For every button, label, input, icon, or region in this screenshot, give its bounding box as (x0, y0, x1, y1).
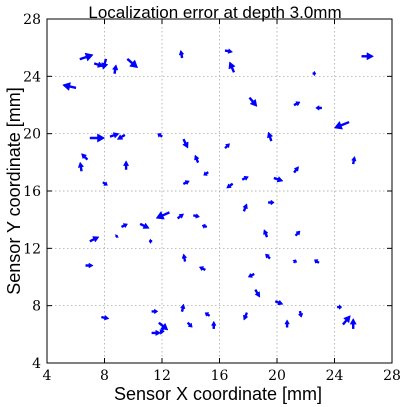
error-vector-arrow (263, 229, 269, 238)
error-vector-arrow (293, 166, 299, 174)
error-vector-arrow (201, 223, 208, 229)
error-vector-arrow (226, 182, 234, 189)
error-vector-arrow (242, 203, 248, 212)
error-vector-arrow (114, 234, 119, 239)
error-vector-arrow (93, 61, 104, 68)
error-vector-arrow (254, 289, 261, 298)
error-vector-arrow (182, 180, 190, 185)
error-vector-arrow (361, 52, 374, 61)
error-vector-arrow (274, 300, 284, 306)
error-vector-arrow (298, 310, 304, 318)
error-vector-arrow (85, 262, 94, 269)
error-vector-arrow (156, 211, 170, 220)
x-axis-label: Sensor X coordinate [mm] (114, 384, 322, 404)
axis-ticks (46, 18, 393, 364)
error-vector-arrow (314, 259, 320, 264)
error-vector-arrow (179, 50, 184, 59)
error-vector-arrow (109, 132, 120, 139)
error-vector-arrow (243, 312, 248, 321)
x-tick-label: 20 (268, 368, 286, 384)
error-vector-arrow (159, 326, 165, 335)
error-vector-arrow (79, 52, 94, 62)
error-vector-arrow (157, 133, 163, 138)
error-vector-arrow (334, 121, 350, 130)
error-vector-arrow (177, 213, 184, 220)
y-tick-label: 12 (23, 241, 41, 257)
error-vector-arrow (112, 64, 119, 74)
error-vector-arrow (101, 315, 110, 321)
error-vector-arrow (194, 154, 200, 163)
gridlines (47, 19, 392, 363)
y-tick-label: 16 (23, 184, 41, 200)
error-vector-arrow (268, 200, 275, 205)
error-vector-arrow (265, 253, 271, 260)
y-tick-label: 20 (23, 127, 41, 143)
error-vector-arrow (199, 266, 206, 271)
x-tick-labels: 4 8 12 16 20 24 28 (43, 368, 401, 384)
x-tick-label: 16 (211, 368, 229, 384)
error-vector-arrow (203, 171, 209, 176)
x-tick-label: 4 (43, 368, 52, 384)
error-vector-arrow (267, 131, 273, 142)
x-tick-label: 12 (153, 368, 171, 384)
error-vector-arrow (89, 133, 105, 143)
error-vector-arrow (294, 230, 301, 237)
error-vector-arrow (193, 213, 200, 219)
y-tick-label: 24 (23, 69, 41, 85)
error-vector-arrow (126, 58, 138, 68)
y-tick-labels: 4 8 12 16 20 24 28 (23, 12, 41, 372)
error-vector-arrow (204, 312, 211, 317)
error-vector-arrow (182, 138, 189, 149)
y-tick-label: 8 (32, 299, 41, 315)
error-vector-arrow (211, 321, 217, 329)
x-tick-label: 8 (100, 368, 109, 384)
y-tick-label: 4 (32, 356, 41, 372)
vector-field (62, 48, 374, 336)
error-vector-arrow (273, 176, 284, 183)
error-vector-arrow (123, 160, 129, 170)
y-tick-label: 28 (23, 12, 41, 28)
error-vector-arrow (292, 259, 298, 264)
error-vector-arrow (62, 82, 77, 91)
error-vector-arrow (349, 318, 357, 329)
error-vector-arrow (81, 153, 89, 161)
error-vector-arrow (102, 181, 108, 186)
error-vector-arrow (117, 134, 126, 140)
error-vector-arrow (89, 236, 100, 243)
error-vector-arrow (181, 253, 187, 262)
error-vector-arrow (180, 303, 186, 312)
error-vector-arrow (121, 223, 128, 228)
error-vector-arrow (315, 105, 322, 111)
error-vector-arrow (151, 329, 161, 336)
error-vector-arrow (139, 222, 150, 229)
y-axis-label: Sensor Y coordinate [mm] (4, 87, 24, 294)
error-vector-arrow (312, 71, 317, 76)
error-vector-arrow (158, 321, 169, 331)
error-vector-arrow (248, 272, 255, 278)
error-vector-arrow (342, 315, 351, 326)
error-vector-arrow (351, 156, 357, 165)
error-vector-arrow (78, 162, 84, 172)
error-vector-arrow (284, 319, 290, 328)
error-vector-arrow (224, 143, 230, 149)
error-vector-arrow (248, 97, 258, 107)
error-vector-arrow (293, 101, 301, 107)
error-vector-arrow (148, 238, 153, 244)
error-vector-arrow (151, 308, 158, 314)
error-vector-arrow (101, 58, 108, 70)
error-vector-arrow (186, 321, 193, 328)
error-vector-arrow (224, 48, 233, 54)
error-vector-arrow (228, 61, 236, 73)
x-tick-label: 24 (326, 368, 344, 384)
chart-title: Localization error at depth 3.0mm (88, 3, 341, 22)
error-vector-arrow (241, 176, 249, 181)
x-tick-label: 28 (383, 368, 401, 384)
error-vector-arrow (337, 304, 343, 310)
